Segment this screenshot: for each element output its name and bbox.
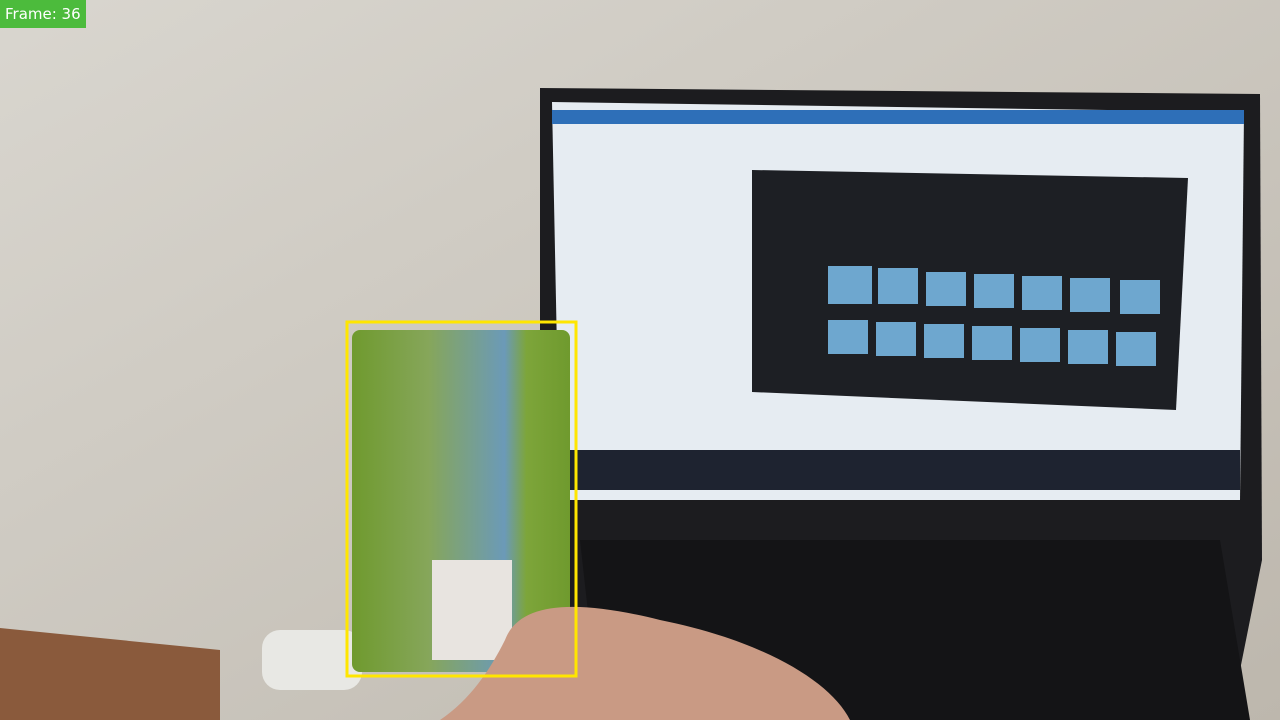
card-photo <box>432 560 512 660</box>
thumbnails <box>828 266 1160 366</box>
id-card <box>352 330 570 672</box>
hand <box>440 606 850 720</box>
taskbar <box>560 450 1240 490</box>
ribbon <box>552 110 1244 124</box>
frame-label: Frame: 36 <box>0 0 86 28</box>
tracking-box <box>345 320 578 678</box>
remote <box>262 630 362 690</box>
desk <box>0 628 220 720</box>
